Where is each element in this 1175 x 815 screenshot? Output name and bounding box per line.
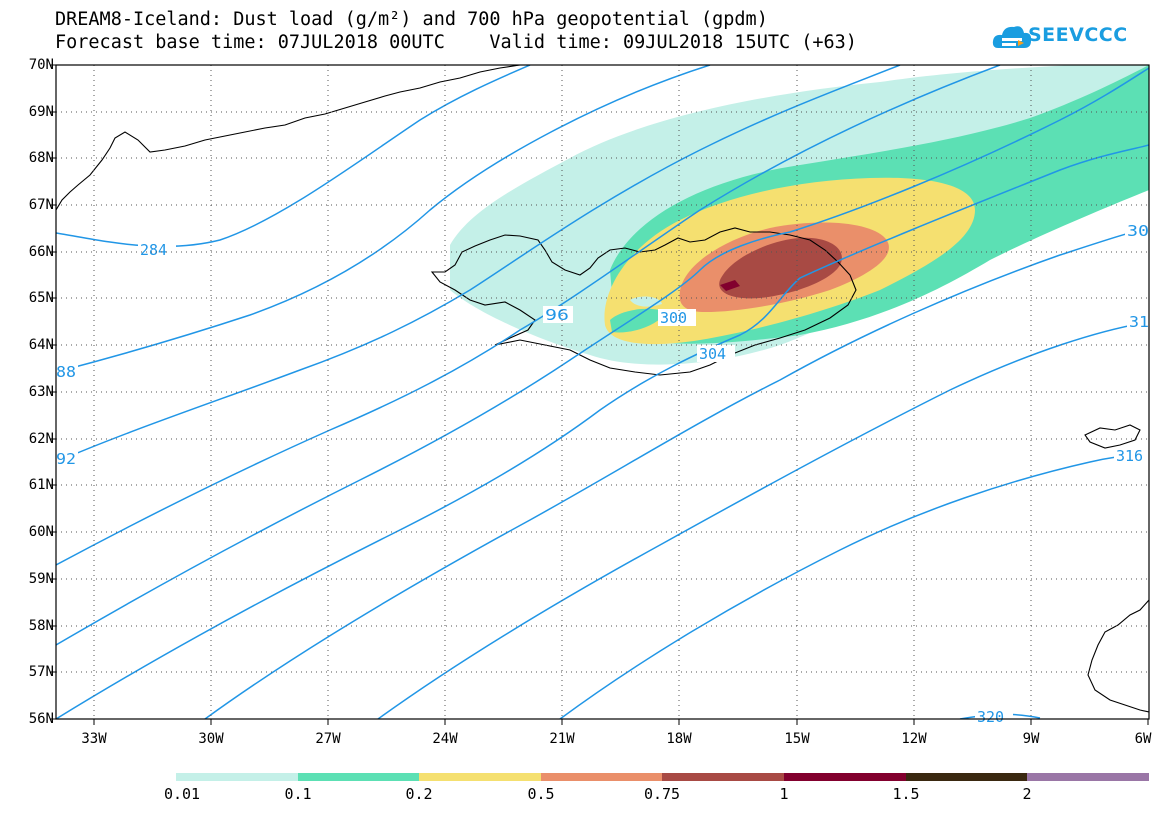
colorbar-swatch-2 — [1027, 773, 1149, 781]
contour-316 — [559, 454, 1149, 719]
colorbar-swatch-1.5 — [906, 773, 1027, 781]
lon-label: 12W — [901, 731, 927, 747]
lat-label: 67N — [28, 197, 54, 213]
contour-label-292: 92 — [56, 450, 76, 468]
contour-label-308: 30 — [1127, 222, 1149, 240]
contour-label-300: 300 — [660, 309, 687, 327]
contour-label-288: 88 — [56, 363, 76, 381]
colorbar-label: 2 — [1022, 785, 1032, 803]
logo-text: SEEVCCC — [1028, 24, 1128, 46]
lat-label: 69N — [28, 104, 54, 120]
map-subtitle: Forecast base time: 07JUL2018 00UTC Vali… — [55, 32, 857, 53]
contour-label-backgrounds — [56, 222, 1149, 719]
colorbar-swatch-0.01 — [176, 773, 298, 781]
contour-304 — [56, 144, 1149, 719]
lat-label: 57N — [28, 664, 54, 680]
lat-label: 66N — [28, 244, 54, 260]
geopotential-contours — [56, 65, 1149, 719]
colorbar-label: 0.01 — [163, 785, 201, 803]
contour-label-320: 320 — [977, 708, 1004, 726]
colorbar-label: 1 — [779, 785, 789, 803]
contour-300 — [56, 67, 1149, 646]
colorbar-label: 1.5 — [892, 785, 920, 803]
dust-area-0.75 — [719, 237, 842, 299]
contour-308 — [204, 227, 1149, 719]
dust-shading — [450, 65, 1149, 365]
colorbar-label: 0.1 — [284, 785, 312, 803]
contour-label-304: 304 — [699, 345, 726, 363]
lat-label: 62N — [28, 431, 54, 447]
lat-label: 59N — [28, 571, 54, 587]
contour-288 — [56, 65, 711, 373]
faroe-coast — [1084, 424, 1141, 449]
lon-label: 30W — [198, 731, 224, 747]
contour-284 — [56, 65, 531, 248]
norway-coast — [1087, 599, 1149, 713]
colorbar — [176, 773, 1149, 781]
contour-label-284: 284 — [140, 241, 167, 259]
lon-label: 27W — [315, 731, 341, 747]
cloud-icon — [992, 26, 1032, 48]
lon-label: 21W — [549, 731, 575, 747]
contour-292 — [56, 65, 901, 463]
contour-312 — [377, 321, 1149, 719]
lat-label: 58N — [28, 618, 54, 634]
colorbar-label: 0.5 — [527, 785, 555, 803]
contour-label-296: 96 — [545, 306, 569, 324]
colorbar-swatch-1 — [784, 773, 906, 781]
axis-ticks — [50, 64, 1149, 725]
lon-label: 33W — [81, 731, 107, 747]
contour-label-316: 316 — [1116, 447, 1143, 465]
lon-label: 18W — [666, 731, 692, 747]
lon-label: 9W — [1022, 731, 1040, 747]
colorbar-swatch-0.2 — [419, 773, 541, 781]
gridlines — [56, 65, 1149, 719]
colorbar-swatch-0.1 — [298, 773, 419, 781]
lat-label: 61N — [28, 477, 54, 493]
colorbar-label: 0.2 — [405, 785, 433, 803]
lon-label: 6W — [1134, 731, 1152, 747]
lon-label: 15W — [784, 731, 810, 747]
contour-296 — [56, 65, 1001, 566]
contour-label-312: 31 — [1129, 313, 1149, 331]
colorbar-swatch-0.5 — [541, 773, 662, 781]
lon-label: 24W — [432, 731, 458, 747]
lat-label: 68N — [28, 150, 54, 166]
colorbar-label: 0.75 — [643, 785, 681, 803]
lat-label: 65N — [28, 290, 54, 306]
lat-label: 70N — [28, 57, 54, 73]
lat-label: 64N — [28, 337, 54, 353]
lat-label: 56N — [28, 711, 54, 727]
lat-label: 60N — [28, 524, 54, 540]
dust-area-1 — [720, 280, 740, 291]
contour-labels: 284 88 92 96 300 304 30 31 316 320 — [56, 222, 1149, 726]
greenland-coast — [56, 65, 521, 211]
colorbar-swatch-0.75 — [662, 773, 784, 781]
map-title: DREAM8-Iceland: Dust load (g/m²) and 700… — [55, 9, 768, 30]
lat-label: 63N — [28, 384, 54, 400]
